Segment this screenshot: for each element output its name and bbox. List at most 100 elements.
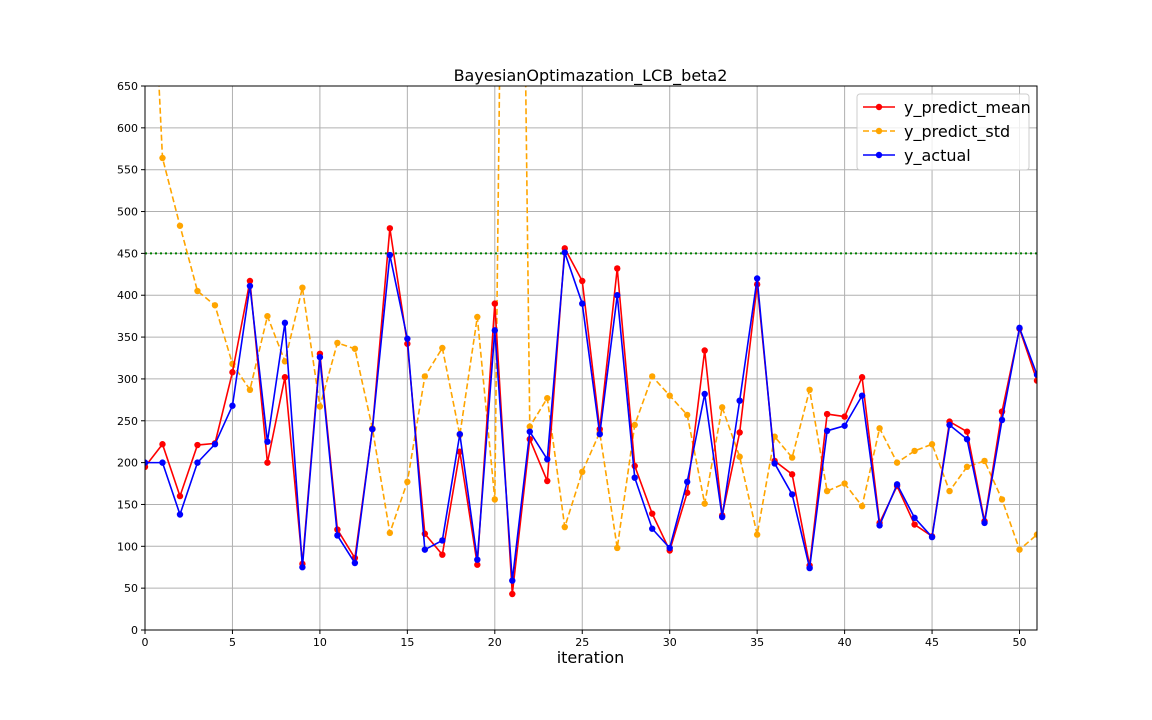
x-axis-label: iteration [557, 648, 625, 667]
data-point-y_predict_mean [509, 590, 516, 598]
data-point-y_predict_std [893, 459, 901, 466]
y-tick-label: 50 [124, 582, 138, 595]
data-point-y_actual [264, 438, 271, 445]
data-point-y_actual [753, 275, 761, 282]
data-point-y_actual [928, 533, 936, 541]
data-point-y_actual [771, 460, 778, 467]
data-point-y_predict_mean [579, 277, 586, 285]
data-point-y_actual [911, 514, 918, 522]
data-point-y_predict_mean [858, 374, 866, 381]
data-point-y_predict_mean [439, 551, 446, 558]
data-point-y_actual [631, 474, 638, 481]
data-point-y_predict_std [858, 502, 866, 510]
data-point-y_predict_mean [701, 347, 708, 354]
y-tick-label: 200 [117, 457, 138, 470]
data-point-y_predict_std [753, 531, 761, 538]
data-point-y_predict_mean [246, 277, 254, 285]
data-point-y_predict_mean [911, 521, 918, 528]
data-point-y_predict_std [491, 496, 499, 503]
data-point-y_predict_mean [823, 410, 831, 418]
data-point-y_predict_std [649, 373, 656, 380]
data-point-y_predict_std [561, 523, 568, 531]
data-point-y_predict_std [963, 463, 971, 470]
data-point-y_actual [963, 435, 971, 443]
data-point-y_predict_std [841, 480, 848, 487]
legend-label-y_actual: y_actual [904, 146, 971, 166]
x-tick-label: 45 [925, 636, 939, 649]
x-tick-label: 10 [313, 636, 327, 649]
data-point-y_actual [281, 319, 289, 327]
plot-frame [144, 85, 1038, 631]
data-point-y_actual [666, 544, 673, 552]
data-point-y_predict_std [526, 423, 533, 430]
data-point-y_predict_std [1033, 531, 1037, 538]
data-point-y_actual [544, 456, 551, 463]
data-point-y_predict_std [876, 425, 883, 432]
y-tick-label: 350 [117, 331, 138, 344]
data-point-y_predict_std [981, 457, 988, 465]
data-point-y_actual [718, 513, 726, 521]
data-point-y_actual [1016, 324, 1023, 332]
x-tick-label: 20 [488, 636, 502, 649]
data-point-y_predict_mean [176, 492, 184, 500]
data-point-y_actual [1033, 371, 1037, 378]
data-point-y_predict_mean [683, 489, 691, 496]
data-point-y_predict_std [806, 386, 813, 394]
data-point-y_actual [841, 422, 848, 429]
data-point-y_predict_std [701, 500, 708, 507]
data-point-y_predict_mean [386, 225, 394, 232]
data-point-y_actual [596, 430, 603, 438]
series-line-y_actual [145, 252, 1037, 581]
y-tick-label: 100 [117, 540, 138, 553]
y-tick-label: 550 [117, 164, 138, 177]
data-point-y_predict_std [351, 345, 359, 352]
data-point-y_predict_std [316, 403, 324, 410]
data-point-y_actual [788, 491, 796, 498]
data-point-y_actual [351, 559, 359, 567]
data-point-y_actual [736, 397, 743, 404]
plot-area [145, 86, 1037, 598]
data-point-y_actual [246, 282, 254, 290]
y-tick-label: 600 [117, 122, 138, 135]
data-point-y_predict_std [1016, 546, 1023, 553]
x-tick-label: 25 [575, 636, 589, 649]
data-point-y_predict_mean [614, 265, 621, 272]
data-point-y_predict_mean [264, 459, 271, 466]
y-tick-label: 650 [117, 80, 138, 93]
data-point-y_predict_mean [474, 561, 481, 568]
legend-marker-y_predict_mean [875, 103, 883, 111]
data-point-y_predict_std [264, 312, 271, 320]
data-point-y_predict_mean [1033, 377, 1037, 384]
data-point-y_actual [159, 459, 166, 466]
data-point-y_predict_std [299, 284, 306, 291]
data-point-y_predict_std [474, 313, 481, 321]
data-point-y_predict_mean [544, 477, 551, 485]
y-tick-label: 250 [117, 415, 138, 428]
data-point-y_predict_mean [229, 369, 236, 376]
legend-marker-y_predict_std [875, 127, 883, 135]
data-point-y_actual [439, 537, 446, 544]
data-point-y_actual [386, 251, 394, 259]
data-point-y_actual [649, 525, 656, 532]
data-point-y_predict_std [911, 447, 918, 455]
data-point-y_actual [579, 300, 586, 307]
x-tick-label: 5 [229, 636, 236, 649]
legend-label-y_predict_std: y_predict_std [904, 122, 1010, 142]
x-tick-label: 0 [142, 636, 149, 649]
data-point-y_predict_std [928, 441, 936, 448]
data-point-y_predict_mean [281, 374, 289, 381]
data-point-y_predict_std [614, 544, 621, 552]
data-point-y_actual [946, 421, 953, 429]
data-point-y_actual [491, 327, 499, 334]
data-point-y_predict_std [631, 421, 638, 429]
data-point-y_actual [876, 522, 883, 529]
legend-box [856, 93, 1030, 171]
legend: y_predict_mean y_predict_std y_actual [856, 93, 1031, 171]
data-point-y_predict_std [159, 154, 166, 162]
data-point-y_predict_std [404, 478, 411, 486]
data-point-y_predict_std [579, 468, 586, 476]
data-point-y_actual [981, 519, 988, 527]
data-point-y_actual [561, 249, 568, 256]
